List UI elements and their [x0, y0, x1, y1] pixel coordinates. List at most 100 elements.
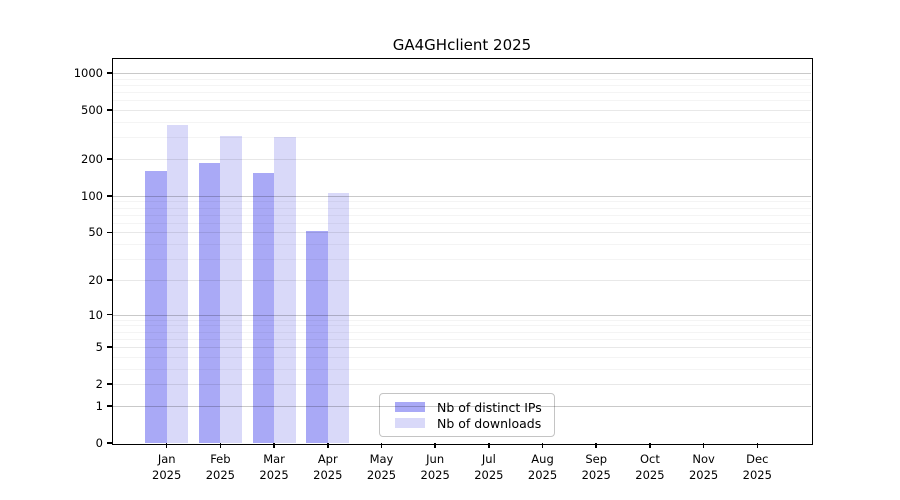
gridline — [113, 222, 811, 224]
legend-swatch-distinct-ips — [395, 402, 425, 412]
x-tick — [541, 443, 544, 448]
gridline — [113, 319, 811, 321]
x-tick-year: 2025 — [313, 467, 343, 482]
gridline — [113, 279, 811, 281]
y-tick-label: 2 — [95, 377, 103, 392]
y-tick — [107, 313, 113, 316]
x-tick-month: Feb — [210, 452, 231, 466]
y-tick — [107, 231, 113, 234]
x-tick-year: 2025 — [581, 467, 611, 482]
x-tick-month: Jun — [426, 452, 445, 466]
gridline — [113, 78, 811, 80]
bar-downloads-feb — [220, 135, 242, 443]
y-tick — [107, 346, 113, 348]
x-tick — [702, 443, 705, 448]
x-tick — [434, 443, 436, 448]
gridline — [113, 347, 811, 349]
bar-distinct-ips-feb — [198, 163, 221, 443]
y-tick-label: 500 — [81, 103, 103, 118]
legend-swatch-downloads — [395, 418, 425, 428]
gridline — [113, 195, 811, 197]
x-tick — [219, 443, 222, 448]
legend-item-downloads: Nb of downloads — [395, 416, 542, 431]
x-tick-label: Dec 2025 — [727, 452, 787, 483]
gridline — [113, 259, 811, 261]
x-tick-year: 2025 — [366, 467, 397, 482]
bar-downloads-mar — [274, 137, 296, 443]
x-tick-year: 2025 — [688, 467, 719, 482]
bar-downloads-jan — [166, 125, 189, 443]
y-tick-label: 20 — [88, 272, 103, 287]
y-tick — [107, 383, 113, 385]
gridline — [113, 338, 811, 340]
x-tick-label: Oct 2025 — [620, 452, 680, 483]
legend-label-downloads: Nb of downloads — [437, 415, 542, 431]
y-tick — [107, 442, 113, 444]
x-tick-month: Jan — [157, 452, 176, 466]
gridline — [113, 384, 811, 386]
gridline — [113, 100, 811, 102]
y-tick-label: 10 — [88, 307, 103, 322]
x-tick-month: Dec — [746, 452, 769, 466]
gridline — [113, 314, 811, 316]
x-tick-year: 2025 — [420, 467, 450, 482]
gridline — [113, 232, 811, 234]
gridline — [113, 331, 811, 333]
y-tick — [107, 72, 113, 74]
x-tick-year: 2025 — [742, 467, 772, 482]
y-tick-label: 50 — [88, 225, 103, 240]
plot-area — [111, 57, 813, 445]
x-tick-label: Jun 2025 — [405, 452, 465, 483]
gridline — [113, 214, 811, 216]
gridline — [113, 84, 811, 86]
x-tick-year: 2025 — [527, 467, 558, 482]
x-tick-month: Apr — [317, 452, 338, 466]
x-tick — [273, 443, 275, 448]
gridline — [113, 356, 811, 358]
bar-distinct-ips-jan — [145, 170, 167, 443]
x-tick — [595, 443, 597, 448]
x-tick-month: Sep — [585, 452, 608, 466]
bar-downloads-apr — [327, 193, 350, 443]
gridline — [113, 244, 811, 246]
x-tick-label: Apr 2025 — [298, 452, 358, 483]
x-tick-year: 2025 — [152, 467, 182, 482]
x-tick — [488, 443, 490, 448]
y-tick-label: 1000 — [73, 66, 103, 81]
y-tick-label: 200 — [81, 152, 103, 167]
x-tick-year: 2025 — [205, 467, 236, 482]
x-tick-label: Jul 2025 — [459, 452, 519, 483]
gridline — [113, 137, 811, 139]
gridline — [113, 73, 811, 75]
x-tick-label: Feb 2025 — [190, 452, 250, 483]
y-tick-label: 1 — [95, 398, 103, 413]
y-tick — [107, 109, 113, 111]
x-tick-year: 2025 — [474, 467, 504, 482]
y-tick-label: 100 — [81, 188, 103, 203]
gridline — [113, 207, 811, 209]
x-tick — [327, 443, 329, 448]
x-tick-month: Aug — [531, 452, 554, 466]
x-tick-month: Oct — [639, 452, 660, 466]
gridline — [113, 122, 811, 124]
y-tick — [107, 279, 113, 281]
x-tick-label: Aug 2025 — [513, 452, 573, 483]
chart-title: GA4GHclient 2025 — [392, 36, 532, 54]
x-tick-label: May 2025 — [351, 452, 411, 483]
x-tick-label: Jan 2025 — [137, 452, 197, 483]
x-tick-month: Jul — [481, 452, 496, 466]
gridline — [113, 92, 811, 94]
x-tick-month: Mar — [263, 452, 285, 466]
gridline — [113, 159, 811, 161]
y-tick-label: 0 — [95, 436, 103, 450]
x-tick-label: Nov 2025 — [674, 452, 734, 483]
legend: Nb of distinct IPs Nb of downloads — [379, 393, 555, 437]
bar-distinct-ips-apr — [306, 231, 328, 443]
gridline — [113, 201, 811, 203]
x-tick — [649, 443, 651, 448]
x-tick — [756, 443, 759, 448]
x-tick-month: Nov — [692, 452, 715, 466]
legend-label-distinct-ips: Nb of distinct IPs — [437, 399, 542, 415]
gridline — [113, 368, 811, 370]
